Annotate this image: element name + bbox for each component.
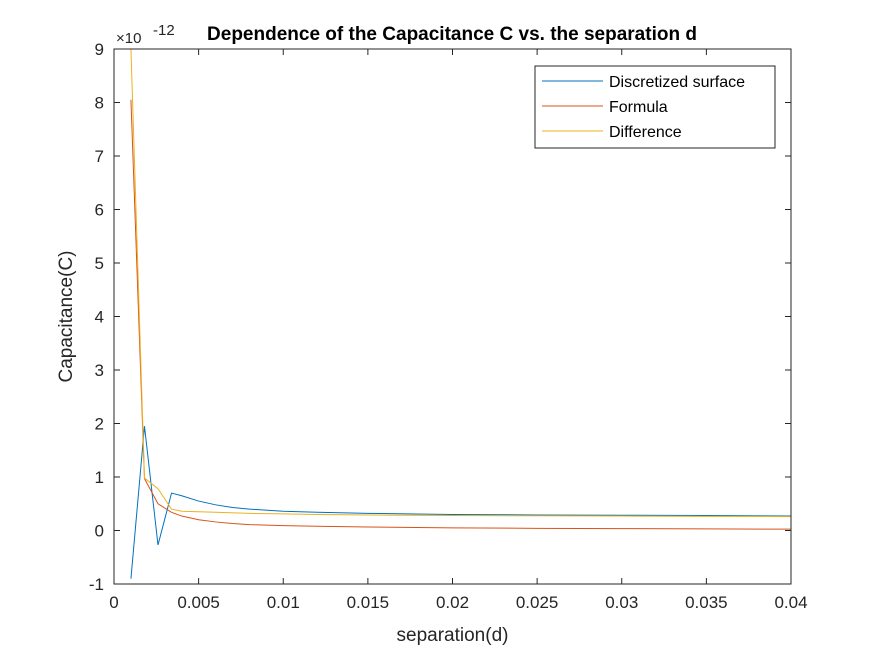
y-tick-label: 8 xyxy=(95,94,104,113)
legend: Discretized surface Formula Difference xyxy=(534,65,776,149)
legend-box xyxy=(534,65,776,149)
x-tick-label: 0.04 xyxy=(774,593,807,612)
x-tick-label: 0.01 xyxy=(267,593,300,612)
legend-entry-label: Formula xyxy=(609,99,668,116)
series-line-1 xyxy=(130,426,791,579)
y-tick-label: 9 xyxy=(95,40,104,59)
y-tick-label: 7 xyxy=(95,147,104,166)
legend-entry-label: Difference xyxy=(609,124,682,141)
x-tick-label: 0.035 xyxy=(685,593,728,612)
y-tick-label: 0 xyxy=(95,522,104,541)
y-tick-label: 6 xyxy=(95,201,104,220)
x-tick-label: 0.025 xyxy=(516,593,559,612)
y-tick-label: 3 xyxy=(95,361,104,380)
y-axis-label: Capacitance(C) xyxy=(56,251,77,383)
series-line-3 xyxy=(130,49,791,518)
series-layer xyxy=(130,49,791,579)
series-line-2 xyxy=(130,99,791,530)
y-tick-label: -1 xyxy=(89,575,104,594)
x-tick-label: 0.015 xyxy=(347,593,390,612)
legend-entry-label: Discretized surface xyxy=(609,74,745,91)
x-axis-label: separation(d) xyxy=(397,625,509,646)
y-tick-label: 4 xyxy=(95,308,104,327)
x-tick-label: 0.005 xyxy=(177,593,220,612)
y-tick-label: 5 xyxy=(95,254,104,273)
y-tick-label: 2 xyxy=(95,415,104,434)
x-tick-label: 0.03 xyxy=(605,593,638,612)
y-exponent-power: -12 xyxy=(153,22,175,39)
y-tick-label: 1 xyxy=(95,468,104,487)
x-tick-label: 0 xyxy=(109,593,118,612)
y-exponent-label: ×10 xyxy=(116,30,141,47)
tick-layer: 0 0.005 0.01 0.015 0.02 0.025 0.03 0.035 0.04 -1 0… xyxy=(89,40,808,612)
chart-title: Dependence of the Capacitance C vs. the … xyxy=(207,24,697,45)
x-tick-label: 0.02 xyxy=(436,593,469,612)
